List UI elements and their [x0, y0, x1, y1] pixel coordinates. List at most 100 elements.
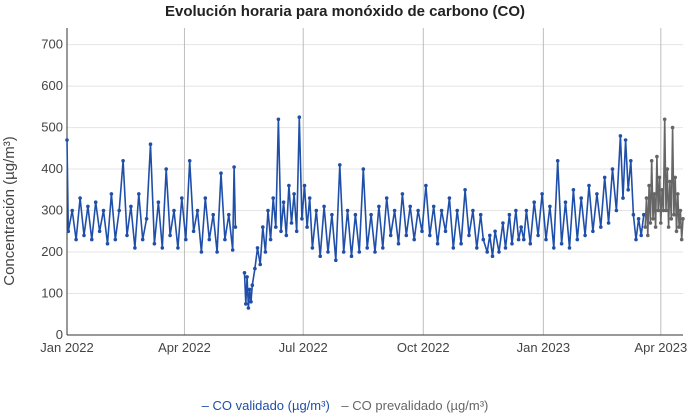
data-point — [661, 208, 666, 213]
data-point — [292, 192, 296, 196]
data-point — [369, 212, 373, 217]
data-point — [478, 212, 483, 217]
data-point — [172, 208, 176, 213]
data-point — [652, 192, 657, 196]
data-point — [424, 183, 428, 188]
data-point — [524, 208, 529, 213]
data-point — [623, 138, 628, 142]
data-point — [152, 241, 157, 246]
data-point — [381, 246, 385, 250]
data-point — [664, 208, 668, 213]
data-point — [82, 233, 86, 238]
data-point — [467, 233, 471, 238]
data-point — [156, 200, 161, 204]
data-point — [606, 221, 611, 225]
data-point — [65, 138, 69, 142]
data-point — [300, 217, 304, 221]
data-point — [86, 204, 90, 209]
data-point — [184, 237, 188, 242]
data-point — [610, 167, 615, 171]
data-point — [276, 117, 281, 122]
x-tick-label: Jan 2022 — [40, 340, 94, 355]
y-tick-label: 700 — [41, 37, 63, 52]
data-point — [223, 237, 227, 242]
data-point — [412, 237, 417, 242]
y-tick-label: 600 — [41, 78, 63, 93]
data-point — [657, 175, 662, 180]
data-point — [263, 250, 268, 254]
legend-item-prevalidado[interactable]: – CO prevalidado (µg/m³) — [341, 398, 488, 413]
y-tick-label: 100 — [41, 286, 63, 301]
data-point — [501, 221, 505, 225]
data-point — [113, 237, 118, 242]
data-point — [338, 163, 342, 167]
data-point — [646, 233, 650, 238]
data-point — [279, 229, 283, 234]
data-point — [140, 237, 145, 242]
series-layer — [65, 115, 685, 310]
data-point — [274, 225, 278, 229]
data-point — [230, 248, 235, 252]
data-point — [361, 167, 366, 171]
data-point — [631, 212, 636, 217]
data-point — [670, 125, 675, 130]
y-axis-label: Concentración (µg/m³) — [1, 136, 18, 286]
data-point — [70, 208, 74, 213]
data-point — [626, 188, 630, 192]
data-point — [439, 208, 444, 213]
x-tick-label: Jul 2022 — [279, 340, 328, 355]
data-point — [284, 233, 289, 238]
data-point — [481, 237, 486, 242]
data-point — [287, 183, 291, 188]
x-tick-label: Oct 2022 — [397, 340, 450, 355]
data-point — [345, 208, 350, 213]
data-point — [673, 175, 677, 180]
data-point — [377, 204, 381, 209]
data-point — [133, 246, 137, 250]
data-point — [318, 254, 323, 258]
legend-marker: – — [341, 398, 349, 413]
data-point — [90, 237, 94, 242]
data-point — [595, 192, 599, 196]
data-point — [575, 237, 580, 242]
data-point — [195, 208, 200, 213]
legend-marker: – — [201, 398, 209, 413]
data-point — [659, 221, 663, 225]
data-point — [357, 250, 362, 254]
data-point — [519, 225, 523, 229]
series-co-prevalidado — [643, 117, 685, 242]
data-point — [672, 212, 676, 217]
legend-item-validado[interactable]: – CO validado (µg/m³) — [202, 398, 334, 413]
data-point — [330, 212, 334, 217]
data-point — [642, 212, 646, 217]
data-point — [459, 241, 463, 246]
data-point — [629, 159, 633, 163]
data-point — [289, 221, 294, 225]
data-point — [105, 241, 110, 246]
data-point — [203, 196, 208, 200]
data-point — [674, 229, 679, 234]
data-point — [647, 183, 651, 188]
data-point — [497, 250, 501, 254]
data-point — [244, 302, 248, 306]
data-point — [365, 246, 370, 250]
data-point — [668, 179, 672, 184]
data-point — [665, 167, 670, 171]
data-point — [435, 241, 440, 246]
data-point — [261, 225, 265, 229]
data-point — [514, 208, 518, 213]
data-point — [662, 117, 667, 122]
data-point — [428, 233, 432, 238]
data-point — [93, 200, 98, 204]
data-point — [649, 159, 654, 163]
data-point — [191, 229, 196, 234]
data-point — [125, 233, 129, 238]
data-point — [408, 204, 413, 209]
data-point — [388, 233, 393, 238]
data-point — [207, 237, 212, 242]
data-point — [528, 241, 533, 246]
data-point — [199, 250, 204, 254]
data-point — [587, 183, 591, 188]
legend[interactable]: – CO validado (µg/m³) – CO prevalidado (… — [0, 398, 690, 413]
data-point — [676, 192, 680, 196]
